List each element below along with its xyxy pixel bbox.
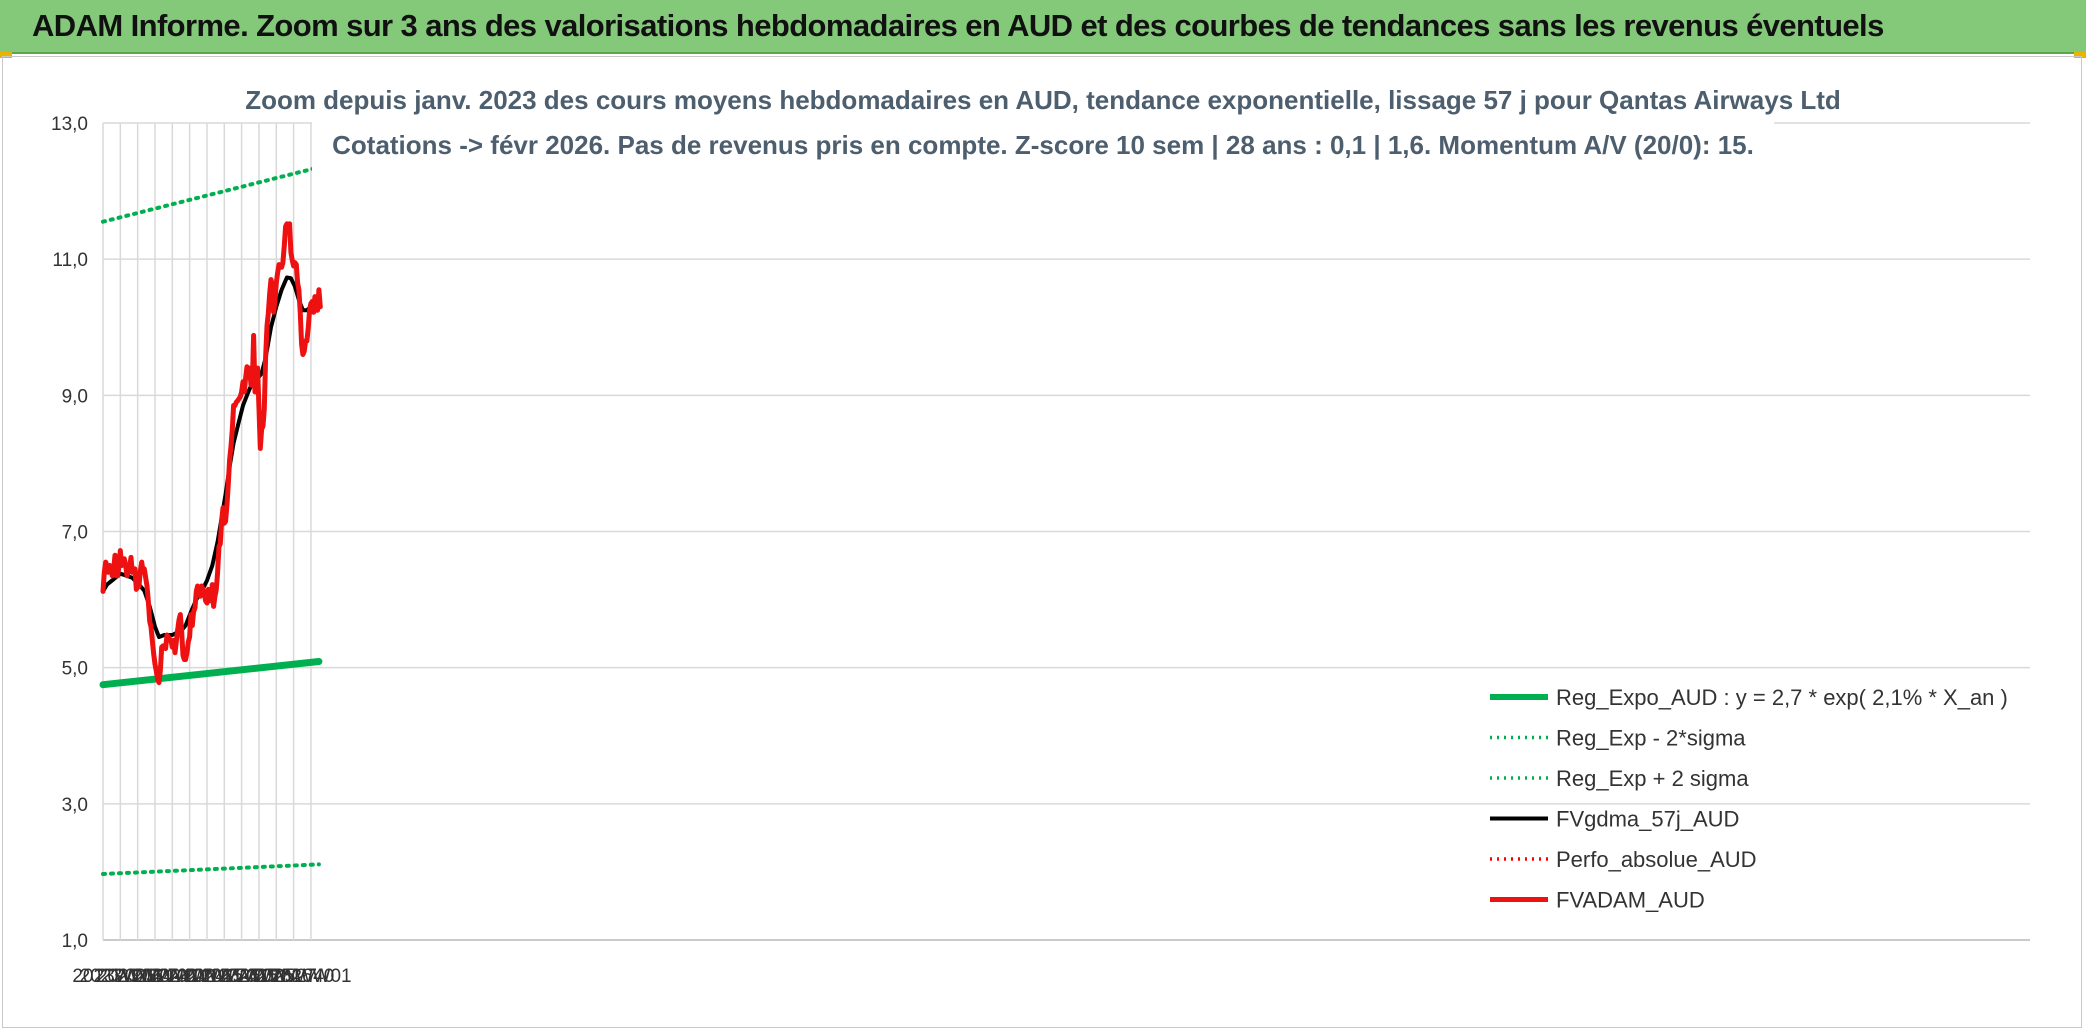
legend-label: FVADAM_AUD bbox=[1556, 888, 1705, 913]
banner-corner-right bbox=[2074, 52, 2086, 58]
y-tick-label: 7,0 bbox=[62, 523, 88, 544]
series-line bbox=[101, 862, 321, 876]
report-banner: ADAM Informe. Zoom sur 3 ans des valoris… bbox=[0, 0, 2086, 54]
chart-series bbox=[99, 165, 323, 876]
x-tick-label: 2024W27 bbox=[166, 966, 247, 987]
chart-title-line2: Cotations -> févr 2026. Pas de revenus p… bbox=[332, 130, 1754, 160]
y-tick-label: 9,0 bbox=[62, 386, 88, 407]
chart-legend: Reg_Expo_AUD : y = 2,7 * exp( 2,1% * X_a… bbox=[1490, 685, 2008, 913]
x-tick-label: 2023W27 bbox=[97, 966, 178, 987]
x-axis-ticks: 2023W012023W142023W272023W402024W012024W… bbox=[72, 966, 351, 987]
y-tick-label: 5,0 bbox=[62, 659, 88, 680]
x-tick-label: 2026W01 bbox=[270, 966, 351, 987]
x-tick-label: 2025W27 bbox=[236, 966, 317, 987]
x-tick-label: 2025W40 bbox=[253, 966, 334, 987]
legend-label: Reg_Expo_AUD : y = 2,7 * exp( 2,1% * X_a… bbox=[1556, 685, 2008, 710]
x-tick-label: 2024W14 bbox=[149, 966, 231, 987]
chart-grid bbox=[102, 122, 2030, 941]
legend-label: FVgdma_57j_AUD bbox=[1556, 807, 1739, 832]
legend-label: Reg_Exp + 2 sigma bbox=[1556, 766, 1749, 791]
y-axis-ticks: 13,0 11,0 9,0 7,0 5,0 3,0 1,0 bbox=[51, 114, 88, 952]
title-background bbox=[312, 80, 1774, 172]
x-tick-label: 2024W40 bbox=[184, 966, 265, 987]
x-tick-label: 2025W14 bbox=[218, 966, 300, 987]
x-tick-label: 2024W01 bbox=[132, 966, 213, 987]
report-title: ADAM Informe. Zoom sur 3 ans des valoris… bbox=[32, 8, 1884, 43]
series-line bbox=[100, 221, 323, 686]
series-line bbox=[101, 165, 321, 224]
x-tick-label: 2023W14 bbox=[80, 966, 162, 987]
y-tick-label: 3,0 bbox=[62, 795, 88, 816]
y-tick-label: 1,0 bbox=[62, 931, 88, 952]
x-tick-label: 2023W01 bbox=[72, 966, 153, 987]
y-tick-label: 13,0 bbox=[51, 114, 88, 135]
legend-label: Perfo_absolue_AUD bbox=[1556, 847, 1757, 872]
series-line bbox=[99, 658, 323, 689]
x-tick-label: 2025W01 bbox=[201, 966, 282, 987]
legend-label: Reg_Exp - 2*sigma bbox=[1556, 726, 1746, 751]
x-tick-label: 2023W40 bbox=[114, 966, 195, 987]
chart-frame bbox=[2, 56, 2082, 1028]
banner-corner-left bbox=[0, 52, 12, 58]
chart-title-line1: Zoom depuis janv. 2023 des cours moyens … bbox=[245, 85, 1841, 115]
y-tick-label: 11,0 bbox=[52, 250, 88, 271]
